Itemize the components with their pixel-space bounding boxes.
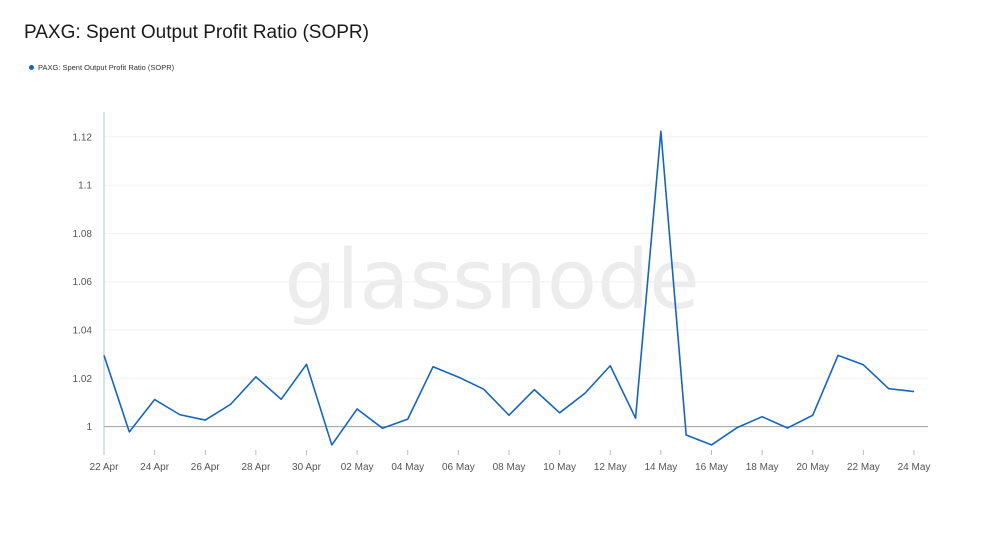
x-tick-label: 18 May <box>746 462 779 473</box>
x-tick-label: 08 May <box>493 462 526 473</box>
y-tick-label: 1.1 <box>78 181 92 192</box>
y-tick-label: 1.02 <box>73 374 93 385</box>
y-axis-ticks: 1 1.02 1.04 1.06 1.08 1.1 1.12 <box>73 132 93 433</box>
series-line-sopr[interactable] <box>103 130 915 446</box>
x-tick-label: 22 May <box>847 462 880 473</box>
x-tick-label: 24 May <box>898 462 931 473</box>
watermark-text: glassnode <box>284 233 699 328</box>
y-tick-label: 1.12 <box>73 132 93 143</box>
x-tick-label: 30 Apr <box>292 462 322 473</box>
x-tick-label: 22 Apr <box>90 462 120 473</box>
x-tick-label: 26 Apr <box>191 462 221 473</box>
x-axis-ticks: 22 Apr 24 Apr 26 Apr 28 Apr 30 Apr 02 May 04 M… <box>90 450 931 473</box>
gridlines <box>104 136 928 379</box>
x-tick-label: 12 May <box>594 462 627 473</box>
x-tick-label: 14 May <box>644 462 677 473</box>
x-tick-label: 06 May <box>442 462 475 473</box>
y-tick-label: 1 <box>86 422 92 433</box>
x-tick-label: 04 May <box>391 462 424 473</box>
x-tick-label: 28 Apr <box>241 462 271 473</box>
x-tick-label: 10 May <box>543 462 576 473</box>
x-tick-label: 20 May <box>796 462 829 473</box>
chart-legend[interactable]: PAXG: Spent Output Profit Ratio (SOPR) <box>29 63 174 72</box>
y-tick-label: 1.04 <box>73 326 93 337</box>
y-tick-label: 1.06 <box>73 277 93 288</box>
chart-title: PAXG: Spent Output Profit Ratio (SOPR) <box>24 22 369 43</box>
legend-label: PAXG: Spent Output Profit Ratio (SOPR) <box>38 63 175 72</box>
y-tick-label: 1.08 <box>73 229 93 240</box>
x-tick-label: 24 Apr <box>140 462 170 473</box>
legend-dot-icon <box>29 65 34 70</box>
x-tick-label: 02 May <box>341 462 374 473</box>
x-tick-label: 16 May <box>695 462 728 473</box>
